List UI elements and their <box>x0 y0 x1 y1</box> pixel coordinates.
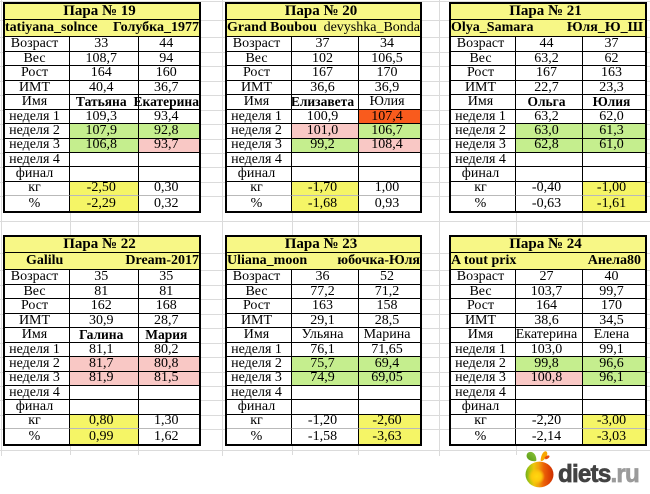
svg-text:diets.ru: diets.ru <box>558 460 639 488</box>
svg-text:diets.ru: diets.ru <box>558 460 639 488</box>
